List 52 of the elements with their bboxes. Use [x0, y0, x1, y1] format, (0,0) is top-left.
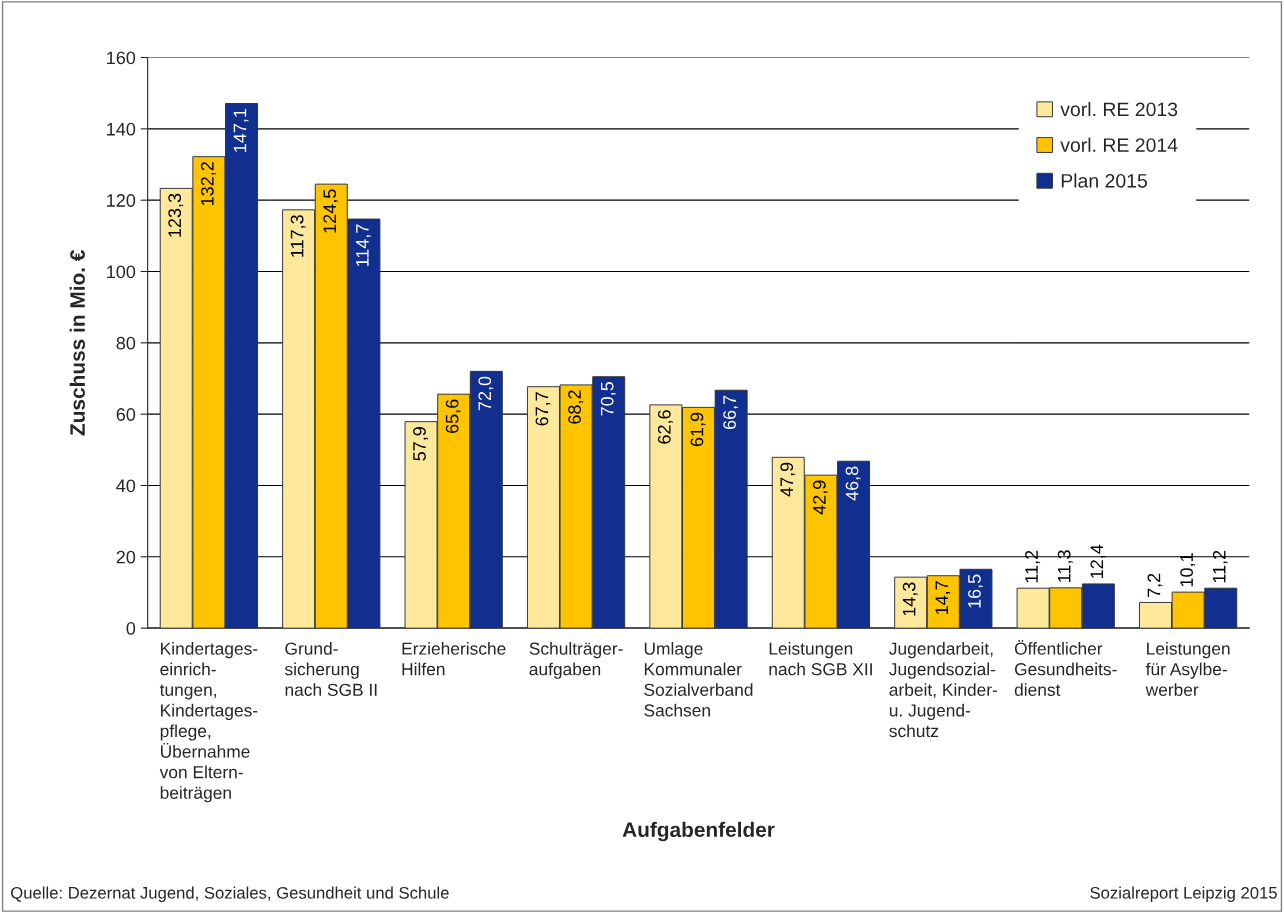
x-tick-label: Grund- sicherung nach SGB II	[284, 642, 377, 696]
y-tick-label: 20	[116, 550, 136, 564]
data-label: 46,8	[845, 466, 861, 501]
y-tick-label: 100	[107, 265, 136, 279]
data-label: 124,5	[323, 189, 339, 233]
data-label: 7,2	[1147, 573, 1163, 597]
source-note: Quelle: Dezernat Jugend, Soziales, Gesundheit und Schule	[11, 886, 449, 903]
data-label: 57,9	[413, 427, 429, 461]
data-label: 47,9	[780, 462, 796, 497]
y-tick-label: 80	[116, 336, 136, 350]
data-label: 66,7	[723, 395, 739, 430]
data-label: 67,7	[535, 392, 551, 426]
data-label: 70,5	[600, 382, 616, 416]
data-label: 114,7	[356, 224, 371, 267]
data-label: 11,2	[1212, 550, 1228, 583]
y-tick-label: 120	[107, 194, 136, 207]
x-tick-label: Leistungen für Asylbe- werber	[1145, 642, 1230, 696]
x-tick-label: Öffentlicher Gesundheits- dienst	[1014, 640, 1117, 696]
x-tick-label: Kindertages- einrich- tungen, Kindertages- pflege, Übernahme von Eltern- beiträgen	[159, 642, 258, 803]
data-label: 14,3	[902, 582, 918, 616]
y-tick-label: 40	[116, 479, 136, 493]
data-label: 10,1	[1180, 553, 1196, 587]
x-tick-label: Schulträger- aufgaben	[529, 642, 623, 679]
data-label: 61,9	[690, 412, 706, 447]
data-label: 11,2	[1025, 550, 1041, 583]
y-axis-title: Zuschuss in Mio. €	[69, 250, 85, 436]
y-tick-label: 0	[126, 622, 136, 635]
legend-label: vorl. RE 2014	[1060, 137, 1178, 152]
data-label: 12,4	[1090, 544, 1106, 578]
legend-label: Plan 2015	[1061, 173, 1147, 188]
data-label: 147,1	[233, 108, 249, 152]
data-label: 68,2	[568, 390, 584, 424]
text: Sozialreport Leipzig 2015	[1090, 886, 1277, 903]
data-label: 65,6	[445, 399, 461, 433]
data-label: 62,6	[657, 410, 673, 444]
data-label: 117,3	[290, 215, 306, 257]
x-tick-label: Erzieherische Hilfen	[402, 642, 506, 676]
data-label: 14,7	[935, 581, 951, 615]
y-tick-label: 60	[116, 408, 136, 421]
data-label: 16,5	[968, 574, 983, 608]
data-label: 11,3	[1057, 550, 1073, 582]
y-tick-label: 140	[107, 122, 136, 136]
y-tick-label: 160	[107, 51, 136, 65]
x-axis-title: Aufgabenfelder	[622, 821, 775, 842]
data-label: 42,9	[812, 480, 828, 515]
x-tick-label: Leistungen nach SGB XII	[769, 642, 872, 676]
legend-label: vorl. RE 2013	[1060, 101, 1178, 117]
data-label: 72,0	[478, 376, 494, 411]
data-label: 132,2	[200, 162, 216, 206]
data-label: 123,3	[168, 193, 184, 237]
x-tick-label: Jugendarbeit, Jugendsozial- arbeit, Kinder- u. Jugend- schutz	[889, 642, 998, 738]
x-tick-label: Umlage Kommunaler Sozialverband Sachsen	[644, 642, 753, 717]
